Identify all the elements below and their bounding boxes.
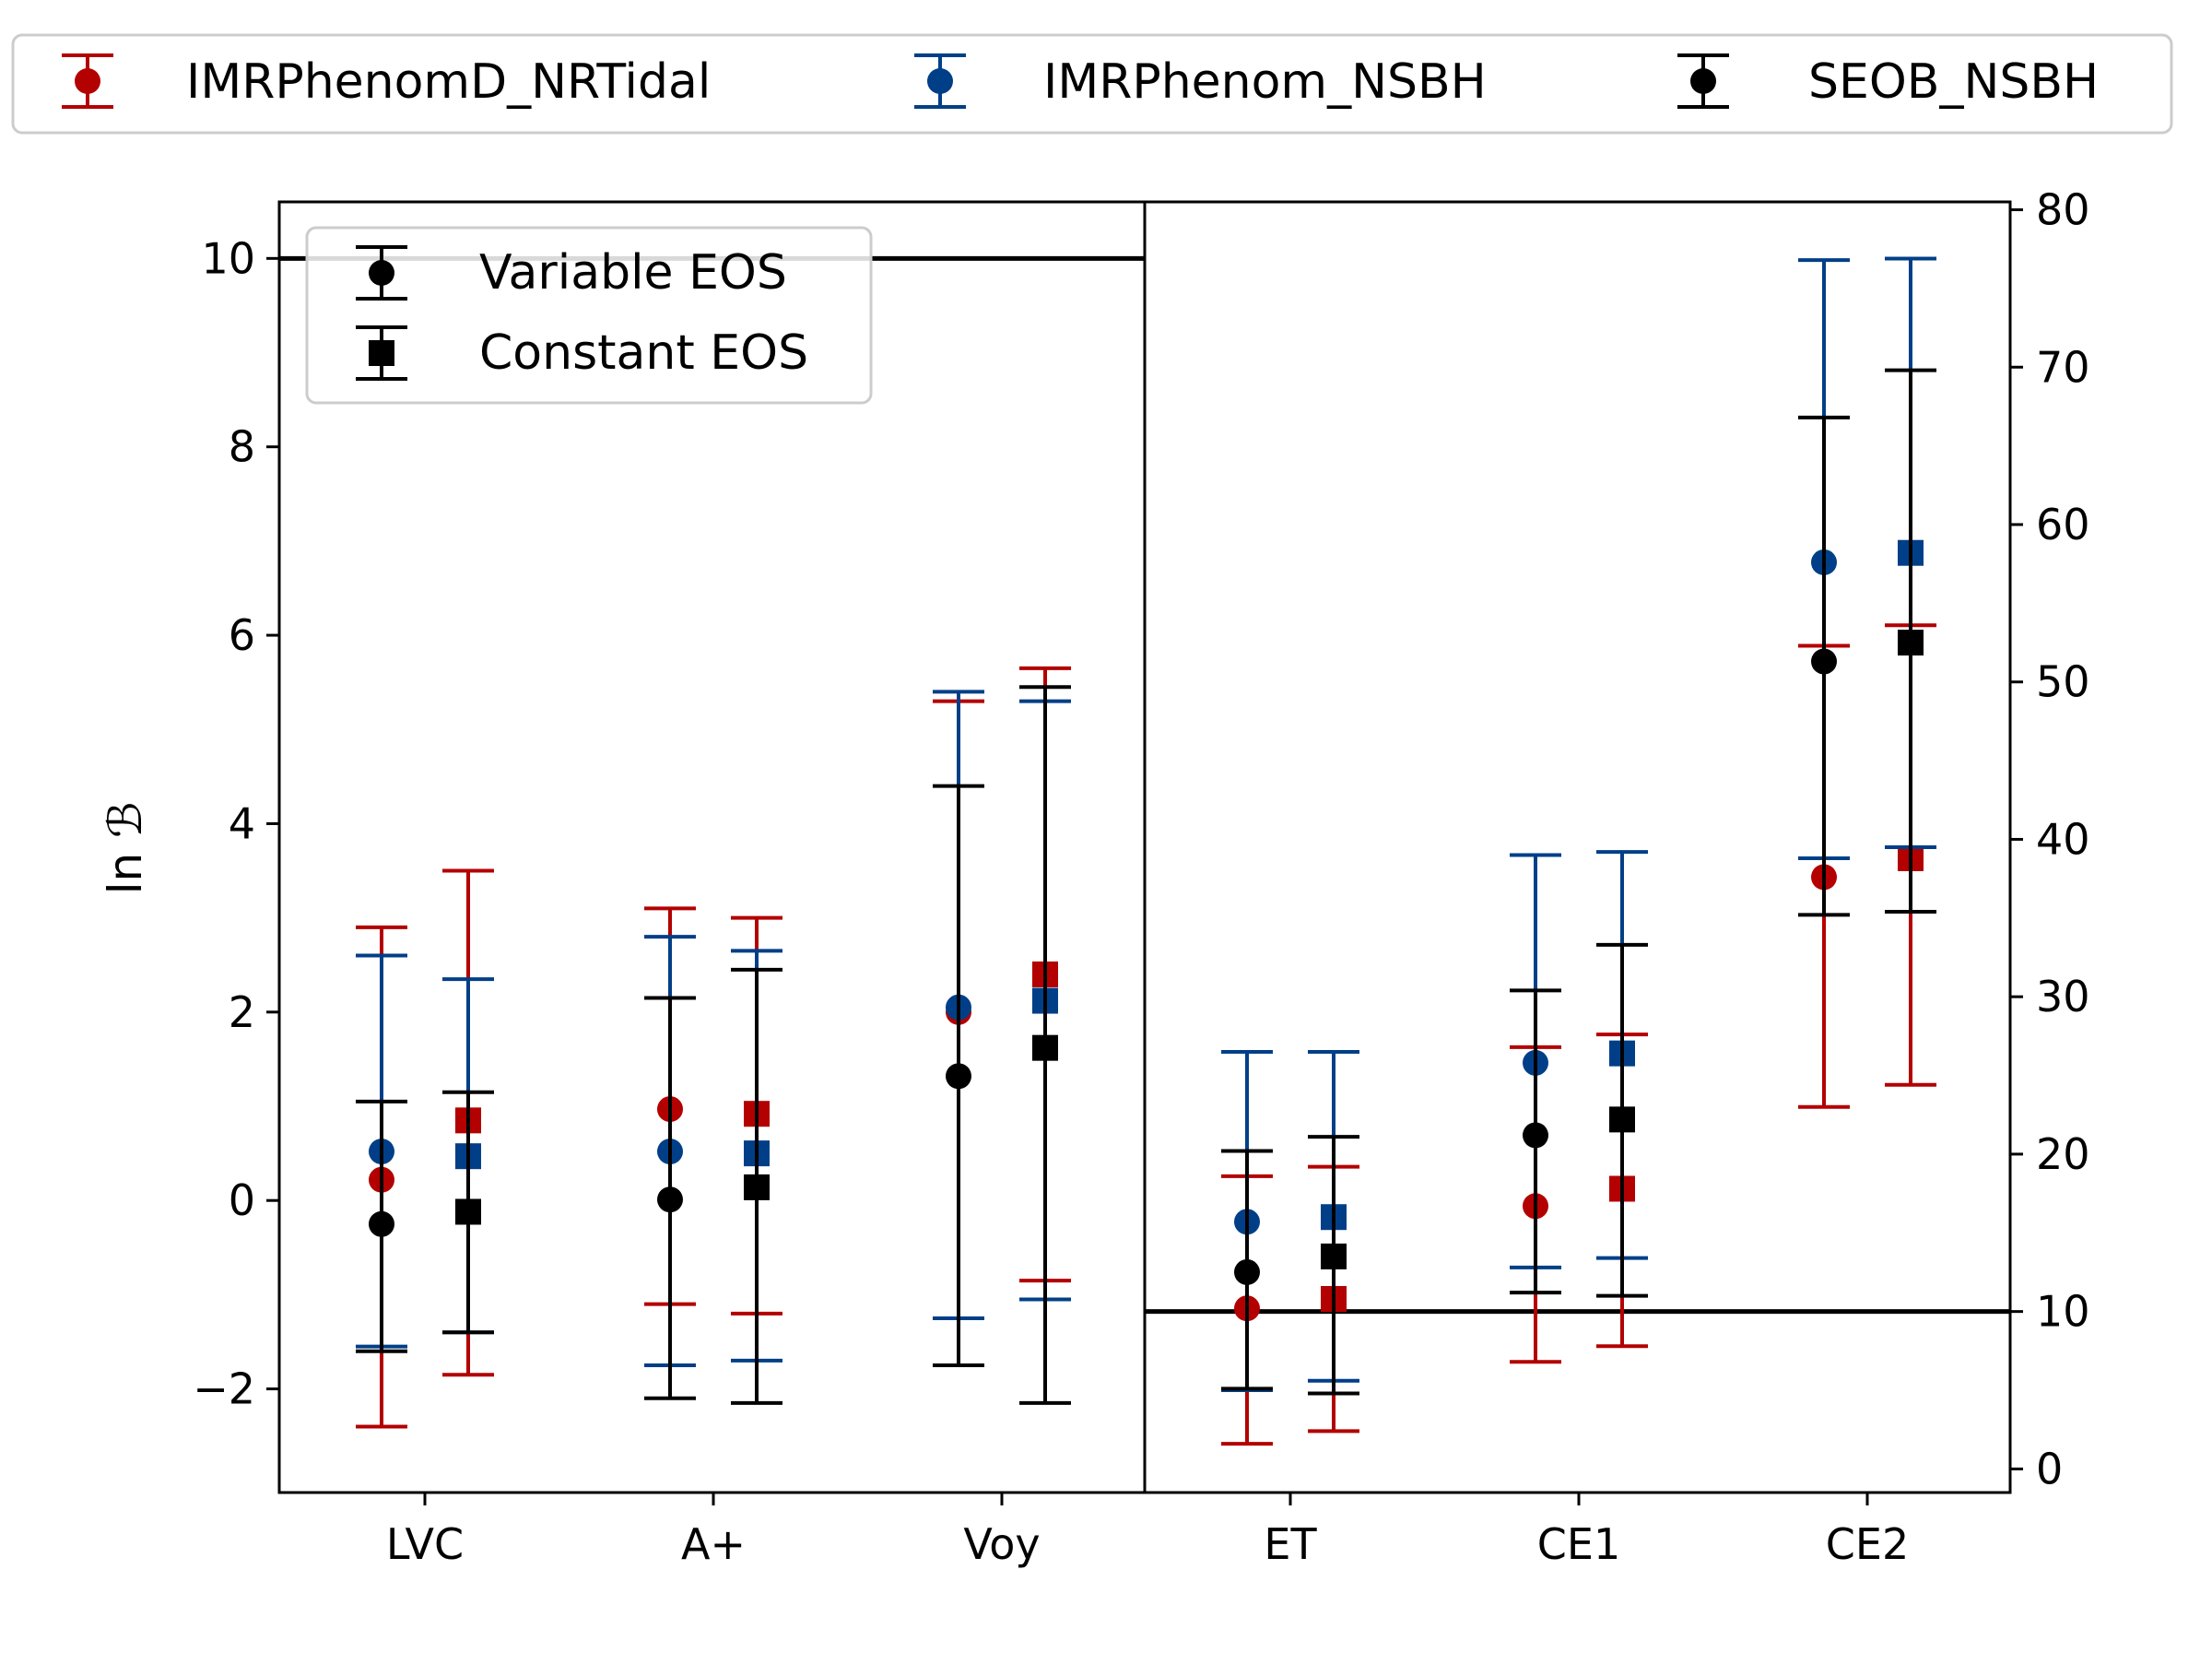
series-legend-label-imrphenomd-nrtidal: IMRPhenomD_NRTidal bbox=[186, 54, 711, 110]
right-y-tick-label: 80 bbox=[2036, 185, 2090, 235]
legend-marker-point bbox=[75, 68, 100, 94]
left-y-tick-label: 10 bbox=[201, 233, 255, 283]
left-y-tick-label: 2 bbox=[229, 987, 255, 1037]
x-axis: LVC A+ Voy ET CE1 CE2 bbox=[386, 1493, 1909, 1569]
errorbar-seob-constant-ce2 bbox=[1885, 368, 1936, 914]
right-y-tick-label: 40 bbox=[2036, 814, 2090, 864]
series-legend-marker-1 bbox=[914, 53, 966, 109]
left-y-tick-label: −2 bbox=[193, 1364, 255, 1414]
errorbar-seob-variable-ce1-point bbox=[1523, 1122, 1548, 1149]
errorbar-seob-constant-voy bbox=[1019, 685, 1071, 1405]
series-legend-label-imrphenom-nsbh: IMRPhenom_NSBH bbox=[1043, 54, 1487, 110]
data-marks bbox=[356, 256, 1936, 1446]
right-y-tick-label: 0 bbox=[2036, 1444, 2063, 1493]
right-y-tick-label: 70 bbox=[2036, 342, 2090, 392]
eos-legend-marker-variable bbox=[356, 245, 407, 301]
errorbar-seob-constant-lvc bbox=[442, 1090, 494, 1335]
x-tick-label: A+ bbox=[681, 1519, 746, 1569]
errorbar-seob-constant-ce1 bbox=[1596, 942, 1648, 1298]
errorbar-seob-constant-aplus bbox=[731, 967, 782, 1405]
errorbar-seob-variable-voy bbox=[933, 784, 984, 1368]
right-y-tick-label: 30 bbox=[2036, 972, 2090, 1021]
errorbar-seob-variable-aplus-point bbox=[657, 1186, 683, 1213]
eos-legend: Variable EOS Constant EOS bbox=[305, 226, 873, 405]
x-tick-label: Voy bbox=[963, 1519, 1040, 1569]
right-y-axis: 0 10 20 30 40 50 60 70 80 bbox=[2010, 185, 2090, 1493]
errorbar-seob-constant-ce2-point bbox=[1898, 630, 1924, 656]
errorbar-seob-variable-lvc bbox=[356, 1099, 407, 1353]
errorbar-seob-constant-et-point bbox=[1321, 1243, 1347, 1269]
errorbar-seob-variable-et bbox=[1221, 1149, 1273, 1391]
eos-marker-point bbox=[369, 340, 394, 366]
right-y-tick-label: 60 bbox=[2036, 500, 2090, 549]
right-y-tick-label: 10 bbox=[2036, 1287, 2090, 1337]
errorbar-seob-constant-aplus-point bbox=[744, 1174, 770, 1200]
errorbar-seob-constant-voy-point bbox=[1032, 1034, 1058, 1061]
errorbar-seob-constant-ce1-point bbox=[1609, 1106, 1635, 1133]
legend-marker-point bbox=[927, 68, 953, 94]
errorbar-seob-variable-voy-point bbox=[946, 1063, 971, 1090]
errorbar-seob-variable-aplus bbox=[644, 996, 696, 1400]
errorbar-seob-variable-ce2 bbox=[1798, 415, 1850, 917]
errorbar-seob-variable-ce1 bbox=[1510, 988, 1561, 1295]
eos-marker-point bbox=[369, 260, 394, 286]
y-axis-label: ln ℬ bbox=[99, 802, 152, 895]
x-tick-label: CE1 bbox=[1537, 1519, 1620, 1569]
left-y-axis: −2 0 2 4 6 8 10 bbox=[193, 233, 279, 1414]
series-legend-marker-0 bbox=[62, 53, 113, 109]
errorbar-seob-variable-lvc-point bbox=[369, 1210, 394, 1237]
right-y-tick-label: 50 bbox=[2036, 657, 2090, 707]
series-legend-marker-2 bbox=[1677, 53, 1729, 109]
legend-marker-point bbox=[1690, 68, 1716, 94]
series-legend: IMRPhenomD_NRTidal IMRPhenom_NSBH SEOB_N… bbox=[11, 33, 2173, 135]
left-y-tick-label: 0 bbox=[229, 1175, 255, 1225]
eos-legend-label-constant: Constant EOS bbox=[479, 325, 808, 381]
eos-legend-frame bbox=[305, 226, 873, 405]
x-tick-label: ET bbox=[1264, 1519, 1317, 1569]
errorbar-seob-variable-et-point bbox=[1234, 1258, 1260, 1285]
x-tick-label: LVC bbox=[386, 1519, 464, 1569]
errorbar-seob-constant-et bbox=[1308, 1135, 1359, 1396]
right-y-tick-label: 20 bbox=[2036, 1129, 2090, 1179]
series-legend-label-seob-nsbh: SEOB_NSBH bbox=[1808, 54, 2099, 110]
left-y-tick-label: 8 bbox=[229, 422, 255, 472]
eos-legend-marker-constant bbox=[356, 325, 407, 381]
errorbar-seob-constant-lvc-point bbox=[455, 1198, 481, 1225]
left-y-tick-label: 4 bbox=[229, 798, 255, 848]
left-y-tick-label: 6 bbox=[229, 610, 255, 660]
series-legend-frame bbox=[11, 33, 2173, 135]
eos-legend-label-variable: Variable EOS bbox=[479, 245, 787, 301]
x-tick-label: CE2 bbox=[1826, 1519, 1909, 1569]
errorbar-seob-variable-ce2-point bbox=[1811, 648, 1837, 675]
